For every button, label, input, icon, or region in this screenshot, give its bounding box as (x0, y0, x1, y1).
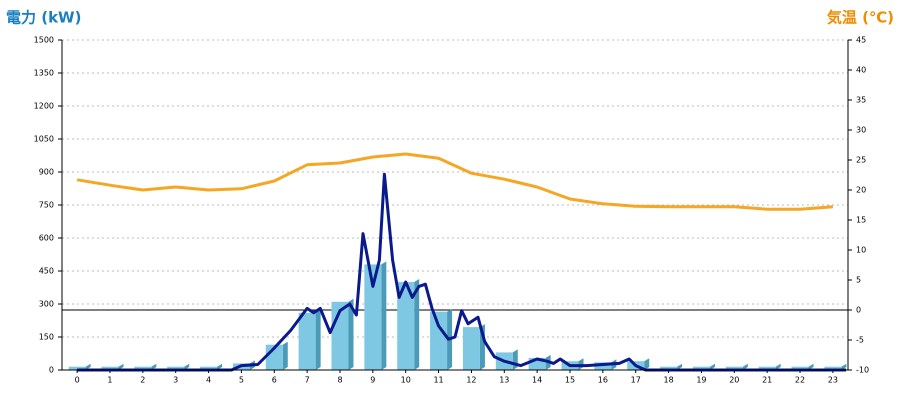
y2-tick-label: 20 (856, 186, 866, 195)
bar (725, 366, 743, 370)
x-tick-label: 7 (305, 376, 310, 385)
x-tick-label: 9 (370, 376, 375, 385)
y-tick-label: 1500 (34, 36, 54, 45)
bar (101, 366, 119, 370)
bar (68, 366, 86, 370)
y2-tick-label: 30 (856, 126, 866, 135)
y2-tick-label: 0 (856, 306, 861, 315)
x-tick-label: 21 (762, 376, 772, 385)
y-tick-label: 450 (39, 267, 54, 276)
y-tick-label: 1050 (34, 135, 54, 144)
y-axis-title: 電力 (kW) (6, 9, 81, 27)
x-tick-label: 20 (729, 376, 739, 385)
bar-side (282, 341, 288, 370)
bar-side (709, 363, 715, 370)
y2-tick-label: 15 (856, 216, 866, 225)
bar (462, 327, 480, 370)
y2-tick-label: 25 (856, 156, 866, 165)
x-tick-label: 22 (795, 376, 805, 385)
x-tick-label: 0 (75, 376, 80, 385)
y-tick-label: 600 (39, 234, 54, 243)
bar-side (151, 363, 157, 370)
x-tick-label: 14 (532, 376, 542, 385)
bar (167, 366, 185, 370)
x-tick-label: 8 (337, 376, 342, 385)
bar-side (775, 363, 781, 370)
x-tick-label: 1 (107, 376, 112, 385)
bar-side (184, 363, 190, 370)
y-tick-label: 1350 (34, 69, 54, 78)
x-tick-label: 17 (631, 376, 641, 385)
y-tick-label: 300 (39, 300, 54, 309)
bar-side (841, 363, 847, 370)
bar (298, 312, 316, 370)
bar (200, 366, 218, 370)
bar-side (808, 363, 814, 370)
y-tick-label: 750 (39, 201, 54, 210)
bar-side (315, 309, 321, 370)
bar (594, 362, 612, 370)
y2-tick-label: 35 (856, 96, 866, 105)
x-tick-label: 13 (499, 376, 509, 385)
y2-tick-label: -5 (856, 336, 864, 345)
y2-tick-label: 45 (856, 36, 866, 45)
x-tick-label: 15 (565, 376, 575, 385)
y-tick-label: 900 (39, 168, 54, 177)
bar (134, 366, 152, 370)
bar (660, 366, 678, 370)
y-tick-label: 150 (39, 333, 54, 342)
x-tick-label: 11 (433, 376, 443, 385)
bar (824, 366, 842, 370)
bar (791, 366, 809, 370)
bar-side (217, 363, 223, 370)
x-tick-label: 5 (239, 376, 244, 385)
x-tick-label: 6 (272, 376, 277, 385)
x-tick-label: 3 (173, 376, 178, 385)
y-tick-label: 1200 (34, 102, 54, 111)
x-tick-label: 12 (466, 376, 476, 385)
bar-side (414, 279, 420, 370)
y2-axis-title: 気温 (℃) (827, 9, 894, 27)
bar-side (348, 298, 354, 370)
x-tick-label: 18 (663, 376, 673, 385)
line (76, 152, 834, 211)
bar-side (85, 363, 91, 370)
bar-side (512, 349, 518, 370)
line (77, 172, 846, 372)
x-tick-label: 10 (401, 376, 411, 385)
bar (758, 366, 776, 370)
y2-tick-label: -10 (856, 366, 869, 375)
bar-side (644, 358, 650, 370)
y2-tick-label: 5 (856, 276, 861, 285)
y2-tick-label: 10 (856, 246, 866, 255)
x-tick-label: 4 (206, 376, 211, 385)
x-tick-label: 23 (828, 376, 838, 385)
y-tick-label: 0 (49, 366, 54, 375)
bar (364, 264, 382, 370)
bar (692, 366, 710, 370)
y2-tick-label: 40 (856, 66, 866, 75)
x-tick-label: 19 (696, 376, 706, 385)
x-tick-label: 2 (140, 376, 145, 385)
bar-side (381, 261, 387, 370)
bar-side (742, 363, 748, 370)
bar (397, 282, 415, 370)
bar-side (118, 363, 124, 370)
bar (430, 311, 448, 370)
x-tick-label: 16 (598, 376, 608, 385)
bar-side (677, 363, 683, 370)
